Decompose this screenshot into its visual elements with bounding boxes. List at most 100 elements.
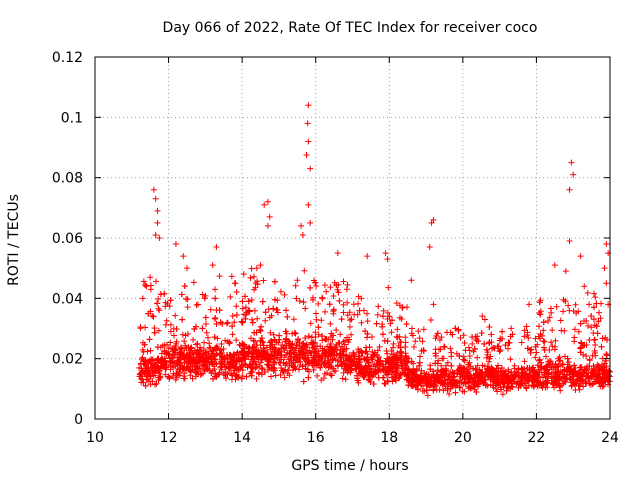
data-point xyxy=(322,308,329,315)
data-point xyxy=(599,375,606,382)
data-point xyxy=(521,333,528,340)
data-point xyxy=(589,381,596,388)
data-point xyxy=(509,331,516,338)
data-point xyxy=(469,340,476,347)
data-point xyxy=(197,347,204,354)
data-point xyxy=(319,353,326,360)
data-point xyxy=(585,373,592,380)
data-point xyxy=(212,356,219,363)
data-point xyxy=(450,376,457,383)
data-point xyxy=(277,359,284,366)
data-point xyxy=(524,332,531,339)
data-point xyxy=(249,316,256,323)
data-point xyxy=(211,361,218,368)
data-point xyxy=(430,383,437,390)
data-point xyxy=(358,319,365,326)
spike-point xyxy=(180,253,187,260)
data-point xyxy=(247,274,254,281)
data-point xyxy=(305,374,312,381)
data-point xyxy=(251,338,258,345)
data-point xyxy=(396,372,403,379)
data-point xyxy=(204,366,211,373)
data-point xyxy=(420,326,427,333)
data-point xyxy=(532,354,539,361)
data-point xyxy=(604,336,611,343)
data-point xyxy=(181,373,188,380)
x-tick-label: 10 xyxy=(86,430,104,446)
data-point xyxy=(321,346,328,353)
data-point xyxy=(315,300,322,307)
data-point xyxy=(415,328,422,335)
data-point xyxy=(456,384,463,391)
data-point xyxy=(267,344,274,351)
data-point xyxy=(312,279,319,286)
data-point xyxy=(460,356,467,363)
data-point xyxy=(161,290,168,297)
data-point xyxy=(336,340,343,347)
data-point xyxy=(296,297,303,304)
data-point xyxy=(283,307,290,314)
data-point xyxy=(496,380,503,387)
spike-point xyxy=(603,241,610,248)
data-point xyxy=(588,324,595,331)
data-point xyxy=(458,379,465,386)
data-point xyxy=(488,331,495,338)
data-point xyxy=(240,341,247,348)
data-point xyxy=(575,328,582,335)
data-point xyxy=(398,349,405,356)
data-point xyxy=(541,338,548,345)
data-point xyxy=(346,309,353,316)
data-point xyxy=(165,373,172,380)
data-point xyxy=(521,327,528,334)
data-point xyxy=(460,332,467,339)
data-point xyxy=(292,345,299,352)
data-point xyxy=(268,312,275,319)
spike-point xyxy=(566,186,573,193)
data-point xyxy=(374,347,381,354)
data-point xyxy=(448,353,455,360)
data-point xyxy=(235,366,242,373)
data-point xyxy=(202,321,209,328)
data-point xyxy=(333,327,340,334)
y-tick-label: 0.04 xyxy=(52,291,83,307)
data-point xyxy=(399,304,406,311)
data-point xyxy=(246,361,253,368)
data-point xyxy=(536,369,543,376)
data-point xyxy=(502,342,509,349)
data-point xyxy=(328,330,335,337)
data-point xyxy=(338,356,345,363)
x-tick-label: 24 xyxy=(601,430,619,446)
data-point xyxy=(556,377,563,384)
data-point xyxy=(355,300,362,307)
data-point xyxy=(254,278,261,285)
data-point xyxy=(569,371,576,378)
data-point xyxy=(498,386,505,393)
data-point xyxy=(513,380,520,387)
data-point xyxy=(227,360,234,367)
data-point xyxy=(251,307,258,314)
data-point xyxy=(187,367,194,374)
x-tick-label: 16 xyxy=(307,430,325,446)
data-point xyxy=(139,354,146,361)
data-point xyxy=(173,374,180,381)
data-point xyxy=(212,295,219,302)
data-point xyxy=(323,350,330,357)
data-point xyxy=(601,360,608,367)
data-point xyxy=(138,356,145,363)
data-point xyxy=(180,364,187,371)
spike-point xyxy=(298,222,304,229)
data-point xyxy=(268,351,275,358)
y-tick-label: 0.08 xyxy=(52,171,83,187)
data-point xyxy=(299,363,306,370)
data-point xyxy=(405,382,412,389)
data-point xyxy=(482,381,489,388)
data-point xyxy=(164,349,171,356)
data-point xyxy=(493,365,500,372)
data-point xyxy=(495,372,502,379)
data-point xyxy=(364,330,371,337)
data-point xyxy=(533,349,540,356)
data-point xyxy=(372,366,379,373)
data-point xyxy=(410,377,417,384)
spike-point xyxy=(551,262,558,269)
data-point xyxy=(345,356,352,363)
